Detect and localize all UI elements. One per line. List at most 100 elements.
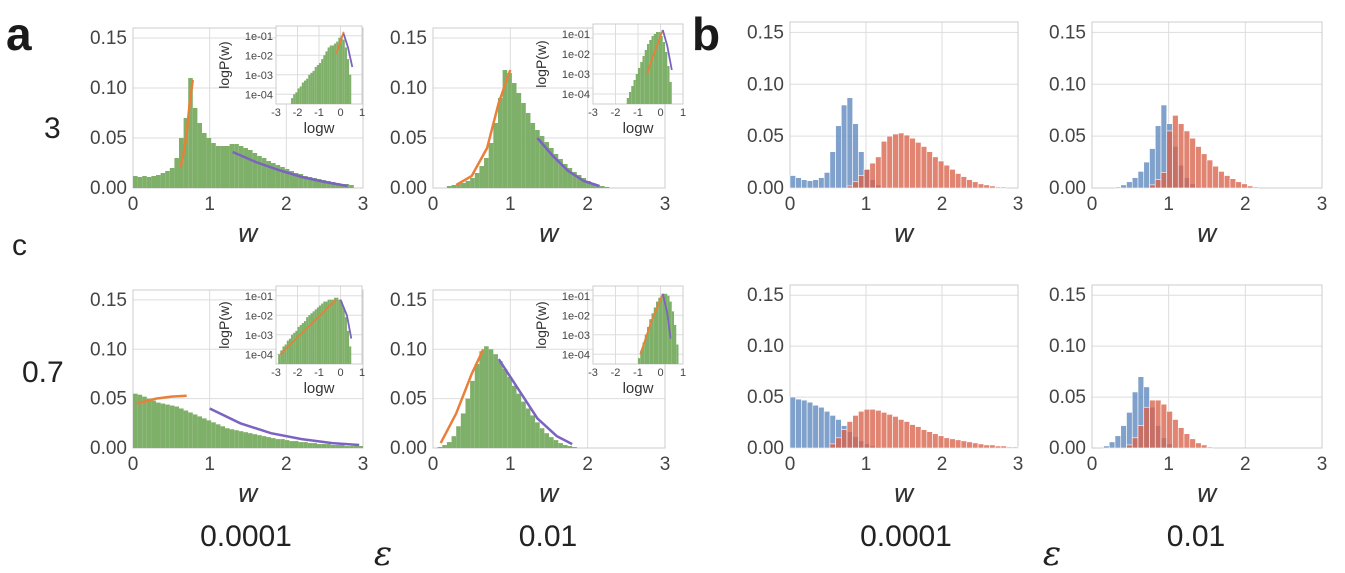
inset-histogram-bar — [295, 330, 298, 364]
inset-histogram-bar — [667, 66, 670, 104]
histogram-bar-red — [1166, 130, 1173, 189]
histogram-bar-red — [937, 435, 945, 449]
inset-histogram-bar — [295, 92, 298, 104]
histogram-bar-red — [875, 410, 882, 449]
histogram-bar-red — [926, 431, 933, 449]
inset-histogram-bar — [288, 338, 292, 364]
histogram-bar — [312, 178, 317, 188]
histogram-bar-red — [897, 419, 905, 449]
histogram-bar-red — [1137, 425, 1145, 449]
inset-histogram-bar — [667, 295, 670, 364]
histogram-bar-red — [989, 185, 996, 189]
x-tick-label: 1 — [204, 454, 215, 475]
histogram-bar — [192, 108, 198, 188]
histogram-bar — [349, 185, 354, 188]
inset-x-axis-label: logw — [623, 380, 654, 397]
histogram-bar — [312, 443, 317, 448]
y-tick-label: 0.10 — [747, 336, 784, 357]
histogram-bar — [261, 158, 267, 188]
inset-histogram-bar — [671, 311, 674, 364]
histogram-bar — [456, 184, 461, 188]
inset-histogram-bar — [642, 56, 645, 104]
histogram-bar-red — [1000, 445, 1007, 449]
histogram-bar-blue — [1120, 184, 1127, 189]
inset-histogram-bar — [306, 78, 309, 104]
inset-histogram-bar — [282, 346, 285, 364]
histogram-bar-red — [852, 181, 859, 189]
fit-curve-left — [439, 348, 485, 444]
chart-a-c3-eps0.0001: 0 1 2 3 0.00 0.05 0.10 0.15 w -3 -2 -1 0 1 1e-04 1e-03 1… — [90, 25, 368, 249]
y-tick-label: 0.00 — [747, 178, 784, 199]
x-tick-label: 0 — [785, 454, 796, 475]
inset-fit-curve-left — [639, 293, 664, 355]
histogram-bar-blue — [801, 179, 808, 189]
histogram-bar-red — [1160, 403, 1168, 449]
inset-histogram-bar — [299, 86, 302, 104]
inset-histogram-bar — [665, 52, 668, 104]
y-tick-label: 0.05 — [1049, 387, 1086, 408]
y-tick-label: 0.05 — [390, 389, 427, 410]
histogram-bar — [156, 175, 161, 188]
histogram-bar — [474, 173, 480, 188]
inset-histogram-bar — [342, 39, 345, 104]
histogram-bar-red — [1206, 446, 1214, 449]
histogram-bar — [165, 171, 170, 188]
fit-curve-right — [497, 358, 573, 446]
inset-histogram-bar — [316, 65, 319, 104]
histogram-bar — [330, 445, 336, 448]
histogram-bar — [289, 171, 294, 188]
histogram-bar — [151, 400, 156, 448]
histogram-bar-red — [920, 146, 928, 189]
y-tick-label: 0.10 — [1049, 336, 1086, 357]
x-axis-label: w — [893, 479, 915, 509]
x-axis-label: w — [538, 219, 560, 249]
inset-histogram-bar — [649, 40, 652, 104]
histogram-bar — [229, 144, 235, 188]
histogram-bar-blue — [1126, 181, 1133, 189]
histogram-bar-red — [994, 445, 1002, 449]
inset-histogram-bar — [338, 37, 341, 105]
inset-x-axis-label: logw — [304, 380, 335, 397]
histogram-bar-red — [960, 440, 967, 449]
x-tick-label: 1 — [861, 454, 872, 475]
fit-curve-right — [536, 137, 600, 188]
histogram-bar — [558, 159, 563, 188]
histogram-bar-red — [880, 412, 888, 449]
inset-x-tick-label: 1 — [359, 367, 365, 379]
histogram-bar — [174, 158, 179, 188]
histogram-bar — [220, 426, 225, 448]
histogram-bar-red — [937, 160, 945, 189]
inset-histogram-bar — [642, 342, 645, 364]
histogram-bar-red — [949, 169, 956, 189]
inset-histogram-bar — [314, 309, 317, 364]
inset-fit-curve-left — [335, 31, 345, 54]
y-tick-label: 0.10 — [390, 339, 427, 360]
x-tick-label: 3 — [1013, 194, 1024, 215]
histogram-bar-red — [1229, 178, 1237, 189]
histogram-bar-red — [1000, 186, 1007, 189]
x-tick-label: 2 — [1240, 454, 1251, 475]
histogram-bar-red — [1246, 185, 1254, 189]
histogram-bar — [335, 445, 340, 448]
histogram-bar — [451, 185, 457, 188]
histogram-bar-red — [909, 424, 916, 449]
inset-x-tick-label: 0 — [657, 107, 663, 119]
histogram-bar-red — [1195, 146, 1202, 189]
histogram-bar — [211, 422, 216, 448]
fit-curve-left — [455, 69, 512, 187]
histogram-bar-blue — [806, 401, 814, 449]
histogram-bar — [307, 443, 313, 448]
histogram-bar — [572, 172, 577, 188]
histogram-bar — [271, 438, 276, 448]
histogram-bar-red — [966, 441, 973, 449]
inset-y-axis-label: logP(w) — [216, 41, 232, 88]
x-axis-label: w — [1196, 219, 1218, 249]
inset-histogram-bar — [638, 68, 641, 104]
histogram-bar-red — [1177, 123, 1185, 189]
histogram-bar — [326, 181, 331, 188]
histogram-bar-blue — [846, 97, 853, 189]
histogram-bar-red — [858, 175, 865, 189]
histogram-bar — [349, 446, 354, 448]
inset-histogram-bar — [297, 88, 300, 104]
inset-x-tick-label: -2 — [293, 107, 303, 119]
